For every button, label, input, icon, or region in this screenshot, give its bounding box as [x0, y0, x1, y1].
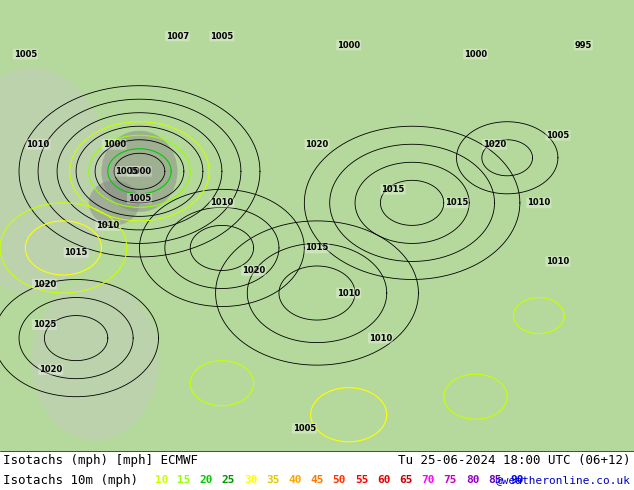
Text: 10: 10 [155, 475, 169, 485]
Ellipse shape [89, 180, 139, 225]
Text: 1005: 1005 [128, 194, 151, 203]
Text: 60: 60 [377, 475, 391, 485]
Ellipse shape [101, 131, 178, 212]
Text: @weatheronline.co.uk: @weatheronline.co.uk [496, 475, 631, 485]
Text: 1010: 1010 [369, 334, 392, 343]
Text: 80: 80 [466, 475, 479, 485]
Text: 30: 30 [244, 475, 257, 485]
Text: 35: 35 [266, 475, 280, 485]
Text: 1015: 1015 [445, 198, 468, 207]
Text: 65: 65 [399, 475, 413, 485]
Text: 1010: 1010 [27, 140, 49, 149]
Text: 25: 25 [222, 475, 235, 485]
Text: 50: 50 [333, 475, 346, 485]
Text: 1015: 1015 [65, 248, 87, 257]
Text: 1020: 1020 [483, 140, 506, 149]
Text: 55: 55 [355, 475, 368, 485]
Text: 1000: 1000 [128, 167, 151, 176]
Text: 1007: 1007 [166, 31, 189, 41]
Text: 1005: 1005 [115, 167, 138, 176]
Text: 1000: 1000 [337, 41, 360, 49]
Ellipse shape [0, 68, 111, 293]
Text: 1015: 1015 [382, 185, 404, 194]
Text: 75: 75 [444, 475, 457, 485]
Text: 1020: 1020 [242, 266, 265, 275]
Text: 1020: 1020 [33, 279, 56, 289]
Text: 1000: 1000 [103, 140, 126, 149]
Text: 15: 15 [178, 475, 191, 485]
Text: 45: 45 [311, 475, 324, 485]
Text: 40: 40 [288, 475, 302, 485]
Text: 90: 90 [510, 475, 524, 485]
Text: Isotachs 10m (mph): Isotachs 10m (mph) [3, 474, 138, 487]
Text: 1010: 1010 [547, 257, 569, 266]
Text: Isotachs (mph) [mph] ECMWF: Isotachs (mph) [mph] ECMWF [3, 454, 198, 467]
Text: 995: 995 [574, 41, 592, 49]
Text: 85: 85 [488, 475, 501, 485]
Text: 1010: 1010 [96, 221, 119, 230]
Text: 70: 70 [422, 475, 435, 485]
Text: 20: 20 [200, 475, 213, 485]
Text: 1005: 1005 [14, 49, 37, 59]
Text: 1000: 1000 [464, 49, 487, 59]
Text: 1010: 1010 [210, 198, 233, 207]
Text: 1020: 1020 [39, 365, 62, 374]
Text: Tu 25-06-2024 18:00 UTC (06+12): Tu 25-06-2024 18:00 UTC (06+12) [398, 454, 631, 467]
Text: 1005: 1005 [293, 424, 316, 433]
Text: 1010: 1010 [527, 198, 550, 207]
Text: 1020: 1020 [306, 140, 328, 149]
Text: 1025: 1025 [33, 320, 56, 329]
Text: 1005: 1005 [547, 131, 569, 140]
Text: 1005: 1005 [210, 31, 233, 41]
Text: 1015: 1015 [306, 244, 328, 252]
Text: 1010: 1010 [337, 289, 360, 297]
Ellipse shape [32, 282, 158, 440]
